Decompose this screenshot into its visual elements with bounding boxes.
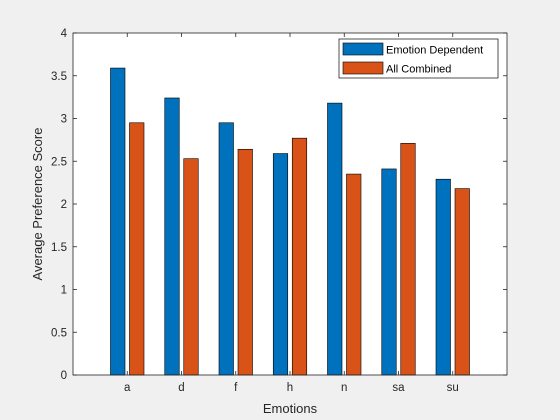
bar-emotion-dependent-d <box>164 97 180 376</box>
x-tick-label: h <box>287 382 293 394</box>
y-tick-label: 0.5 <box>51 327 67 339</box>
x-tick-label: n <box>341 382 347 394</box>
x-tick-label: f <box>234 382 238 394</box>
bar-emotion-dependent-su <box>435 178 451 376</box>
bars-layer <box>110 67 470 376</box>
bar-emotion-dependent-f <box>218 122 234 376</box>
legend-label-all-combined: All Combined <box>386 64 451 76</box>
bar-all-combined-a <box>129 122 145 376</box>
bar-all-combined-f <box>237 148 253 376</box>
y-tick-label: 4 <box>61 28 68 40</box>
y-tick-label: 0 <box>61 370 67 382</box>
bar-all-combined-h <box>291 137 308 376</box>
x-tick-label: su <box>447 382 459 394</box>
plot-area <box>73 33 507 375</box>
y-tick-label: 3 <box>61 114 67 126</box>
y-tick-label: 1.5 <box>51 242 67 254</box>
legend-swatch-emotion-dependent <box>342 42 384 56</box>
legend: Emotion Dependent All Combined <box>338 38 499 79</box>
bar-emotion-dependent-sa <box>381 168 397 376</box>
bar-all-combined-n <box>346 173 362 376</box>
legend-label-emotion-dependent: Emotion Dependent <box>386 45 483 57</box>
bar-emotion-dependent-h <box>272 153 289 376</box>
y-tick-label: 3.5 <box>51 71 67 83</box>
x-tick-label: sa <box>392 382 405 394</box>
y-tick-label: 2 <box>61 199 67 211</box>
y-tick-label: 1 <box>61 285 67 297</box>
bar-emotion-dependent-a <box>110 67 126 376</box>
y-tick-label: 2.5 <box>51 156 67 168</box>
ticks-layer: 0 0.5 1 1.5 2 2.5 3 3.5 4 a d f h n sa su <box>51 28 507 394</box>
legend-swatch-all-combined <box>342 61 384 75</box>
x-tick-label: a <box>124 382 131 394</box>
bar-emotion-dependent-n <box>327 102 343 376</box>
x-tick-label: d <box>178 382 184 394</box>
y-axis-label: Average Preference Score <box>30 128 45 281</box>
bar-all-combined-d <box>183 158 199 376</box>
x-axis-label: Emotions <box>263 401 318 416</box>
bar-all-combined-su <box>454 188 470 376</box>
bar-all-combined-sa <box>400 142 416 376</box>
